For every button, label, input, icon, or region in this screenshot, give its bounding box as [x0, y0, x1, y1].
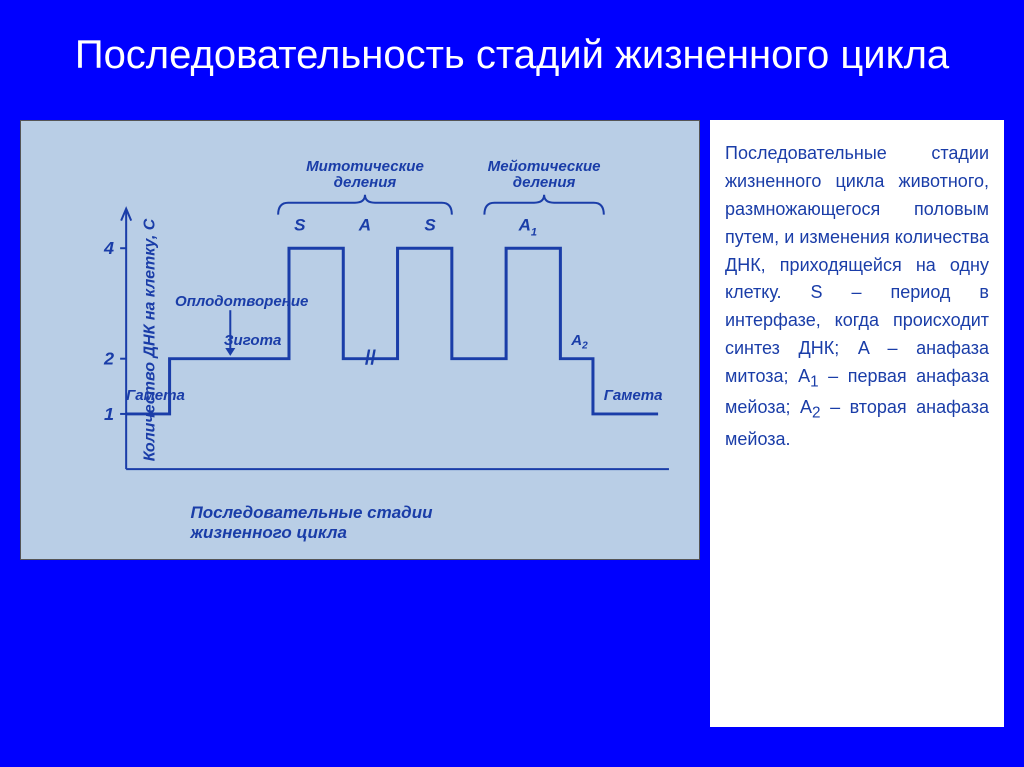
svg-text://: // — [365, 348, 377, 370]
svg-text:1: 1 — [104, 404, 114, 424]
svg-text:2: 2 — [103, 349, 114, 369]
svg-text:S: S — [424, 216, 436, 235]
chart-plot: 124//МитотическиеделенияSASМейотическиед… — [96, 151, 679, 499]
svg-text:Мейотические: Мейотические — [488, 158, 601, 175]
svg-text:Зигота: Зигота — [224, 332, 282, 349]
caption-a1-sub: 1 — [810, 374, 819, 391]
slide: Последовательность стадий жизненного цик… — [0, 0, 1024, 767]
caption-a2-sub: 2 — [812, 405, 821, 422]
svg-text:A1: A1 — [518, 216, 537, 239]
svg-text:4: 4 — [103, 238, 114, 258]
caption-panel: Последовательные стадии жизненного цикла… — [710, 120, 1004, 727]
svg-text:A: A — [358, 216, 371, 235]
svg-text:A2: A2 — [570, 332, 588, 352]
caption-body: Последовательные стадии жизненного цикла… — [725, 143, 989, 386]
svg-text:Гамета: Гамета — [604, 387, 663, 404]
svg-text:деления: деления — [334, 174, 397, 191]
content-row: Количество ДНК на клетку, С Последовател… — [0, 120, 1024, 767]
slide-title: Последовательность стадий жизненного цик… — [0, 0, 1024, 120]
svg-text:Гамета: Гамета — [126, 387, 185, 404]
svg-text:деления: деления — [513, 174, 576, 191]
chart-svg: 124//МитотическиеделенияSASМейотическиед… — [96, 151, 679, 499]
svg-text:S: S — [294, 216, 306, 235]
svg-text:Оплодотворение: Оплодотворение — [175, 293, 308, 310]
svg-text:Митотические: Митотические — [306, 158, 424, 175]
x-axis-label: Последовательные стадии жизненного цикла — [191, 503, 530, 543]
chart-panel: Количество ДНК на клетку, С Последовател… — [20, 120, 700, 560]
